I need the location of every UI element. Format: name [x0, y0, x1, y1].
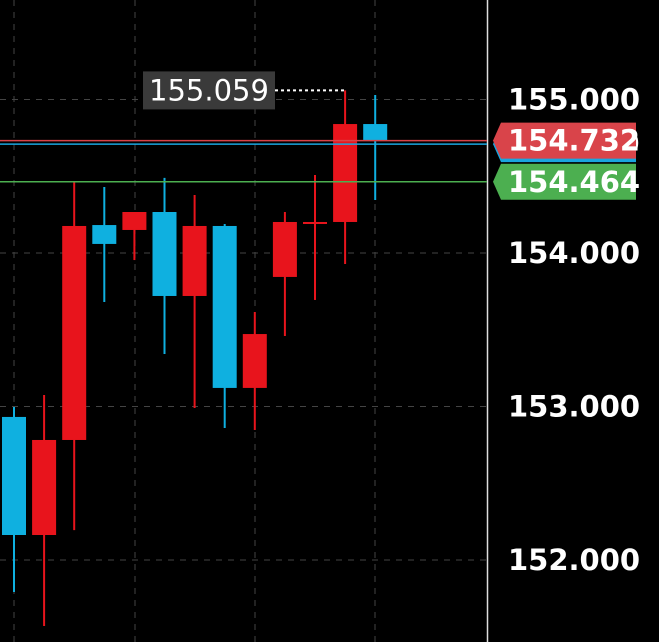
candle-body	[303, 221, 327, 224]
candle-body	[212, 225, 237, 388]
high-marker-box	[143, 71, 275, 110]
candle-body	[32, 439, 57, 535]
candle-body	[62, 225, 87, 440]
y-tick-label: 152.000	[508, 543, 640, 577]
price-label: 154.464	[508, 165, 640, 199]
y-tick-label: 153.000	[508, 390, 640, 424]
candle-body	[2, 416, 26, 535]
y-tick-label: 154.000	[508, 236, 640, 270]
candle-body	[242, 334, 267, 388]
candle-body	[182, 225, 207, 296]
high-marker-label: 155.059	[149, 73, 269, 107]
candle-body	[272, 221, 297, 277]
price-label-box	[493, 122, 636, 159]
candle-body	[122, 212, 147, 230]
price-label-box	[493, 163, 636, 200]
candle-body	[92, 225, 117, 244]
price-label: 154.732	[508, 124, 640, 158]
candle-body	[363, 124, 388, 141]
candle-body	[333, 124, 358, 222]
candle-body	[152, 212, 177, 296]
y-tick-label: 155.000	[508, 82, 640, 116]
